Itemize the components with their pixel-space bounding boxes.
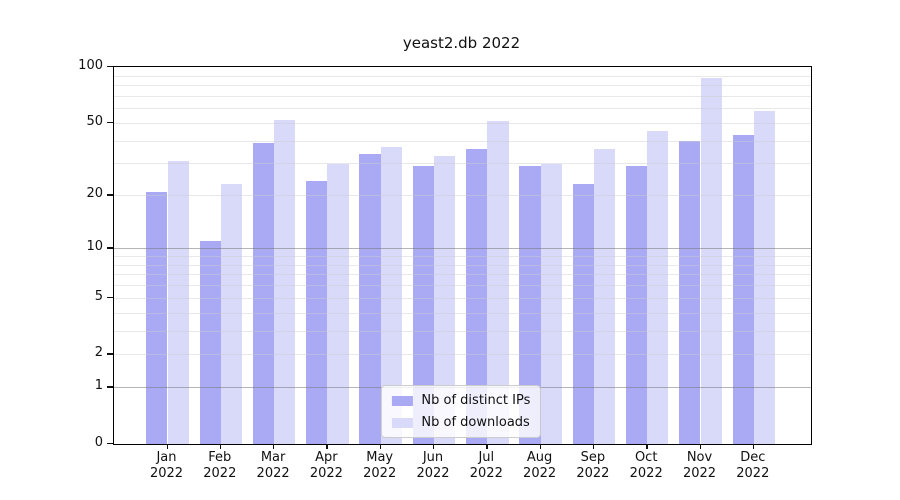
- x-tick: [166, 444, 168, 449]
- bar-distinct-ips-apr: [306, 181, 328, 444]
- bar-distinct-ips-may: [359, 153, 381, 444]
- bar-downloads-dec: [753, 110, 776, 444]
- x-tick: [646, 444, 648, 449]
- legend-row: Nb of downloads: [391, 415, 530, 430]
- bar-distinct-ips-nov: [679, 140, 701, 444]
- legend: Nb of distinct IPs Nb of downloads: [380, 385, 542, 438]
- y-tick-label: 50: [86, 113, 103, 129]
- bar-downloads-nov: [700, 78, 722, 444]
- gridline-minor: [114, 264, 811, 266]
- x-tick: [219, 444, 222, 449]
- gridline-major: [114, 248, 811, 250]
- bar-downloads-jul: [487, 121, 509, 444]
- x-tick-label-aug: Aug 2022: [523, 450, 557, 481]
- x-tick: [539, 444, 541, 449]
- y-tick: [107, 194, 113, 196]
- x-tick-label-dec: Dec 2022: [736, 450, 770, 481]
- bar-distinct-ips-jan: [146, 191, 168, 444]
- x-tick: [592, 444, 595, 449]
- gridline-minor: [114, 354, 811, 356]
- plot-area: Nb of distinct IPs Nb of downloads: [113, 66, 812, 445]
- y-tick-label: 20: [86, 186, 103, 202]
- y-tick: [107, 353, 113, 355]
- legend-label-distinct-ips: Nb of distinct IPs: [421, 393, 531, 408]
- legend-swatch-downloads: [391, 417, 413, 428]
- y-tick: [107, 386, 113, 388]
- gridline-minor: [114, 122, 811, 124]
- gridline-minor: [114, 285, 811, 287]
- legend-label-downloads: Nb of downloads: [421, 415, 530, 430]
- bar-distinct-ips-oct: [625, 166, 648, 444]
- x-tick-label-jul: Jul 2022: [469, 450, 503, 481]
- x-tick: [486, 444, 488, 449]
- x-tick-label-nov: Nov 2022: [682, 450, 717, 481]
- x-tick-label-jun: Jun 2022: [416, 450, 450, 481]
- y-tick: [107, 247, 113, 249]
- y-tick-label: 10: [86, 239, 103, 255]
- bar-distinct-ips-dec: [732, 134, 754, 444]
- bar-downloads-apr: [327, 163, 349, 444]
- bar-distinct-ips-jun: [412, 166, 434, 444]
- bar-downloads-jan: [167, 160, 189, 444]
- gridline-minor: [114, 95, 811, 97]
- bar-downloads-sep: [593, 149, 616, 444]
- bar-distinct-ips-feb: [199, 241, 221, 444]
- y-tick-label: 1: [94, 378, 103, 394]
- y-tick-label: 0: [94, 435, 103, 450]
- x-tick-label-oct: Oct 2022: [629, 450, 663, 481]
- legend-swatch-distinct-ips: [391, 395, 413, 406]
- y-tick-label: 5: [94, 288, 103, 304]
- gridline-minor: [114, 108, 811, 110]
- y-tick: [107, 66, 113, 68]
- bar-distinct-ips-jul: [466, 149, 488, 444]
- gridline-minor: [114, 163, 811, 165]
- y-tick: [107, 296, 113, 299]
- legend-row: Nb of distinct IPs: [391, 393, 530, 408]
- gridline-minor: [114, 312, 811, 314]
- x-tick-label-sep: Sep 2022: [576, 450, 610, 481]
- bar-distinct-ips-sep: [572, 184, 594, 444]
- x-tick: [433, 444, 435, 449]
- y-tick-label: 2: [94, 345, 103, 361]
- gridline-minor: [114, 85, 811, 87]
- y-tick: [107, 121, 113, 124]
- x-tick-label-may: May 2022: [363, 450, 397, 481]
- bar-downloads-mar: [274, 119, 296, 444]
- x-tick: [752, 444, 755, 449]
- bar-downloads-may: [380, 146, 402, 444]
- x-tick-label-apr: Apr 2022: [309, 450, 343, 481]
- chart-title: yeast2.db 2022: [402, 34, 521, 52]
- gridline-minor: [114, 140, 811, 142]
- gridline-minor: [114, 297, 811, 299]
- x-tick: [326, 444, 328, 449]
- gridline-minor: [114, 75, 811, 77]
- x-tick-label-mar: Mar 2022: [256, 450, 290, 481]
- bar-downloads-aug: [540, 163, 562, 444]
- bar-downloads-feb: [220, 184, 243, 444]
- x-tick: [379, 444, 382, 449]
- gridline-minor: [114, 330, 811, 332]
- bar-downloads-oct: [647, 131, 669, 444]
- x-tick-label-jan: Jan 2022: [149, 450, 184, 481]
- x-tick: [699, 444, 701, 449]
- bar-distinct-ips-mar: [252, 142, 275, 444]
- x-tick: [273, 444, 275, 449]
- gridline-minor: [114, 255, 811, 257]
- gridline-minor: [114, 274, 811, 276]
- y-tick-label: 100: [78, 58, 103, 73]
- y-tick: [107, 443, 113, 445]
- bar-downloads-jun: [434, 155, 456, 444]
- gridline-minor: [114, 195, 811, 197]
- x-tick-label-feb: Feb 2022: [203, 450, 237, 481]
- bar-distinct-ips-aug: [519, 166, 541, 444]
